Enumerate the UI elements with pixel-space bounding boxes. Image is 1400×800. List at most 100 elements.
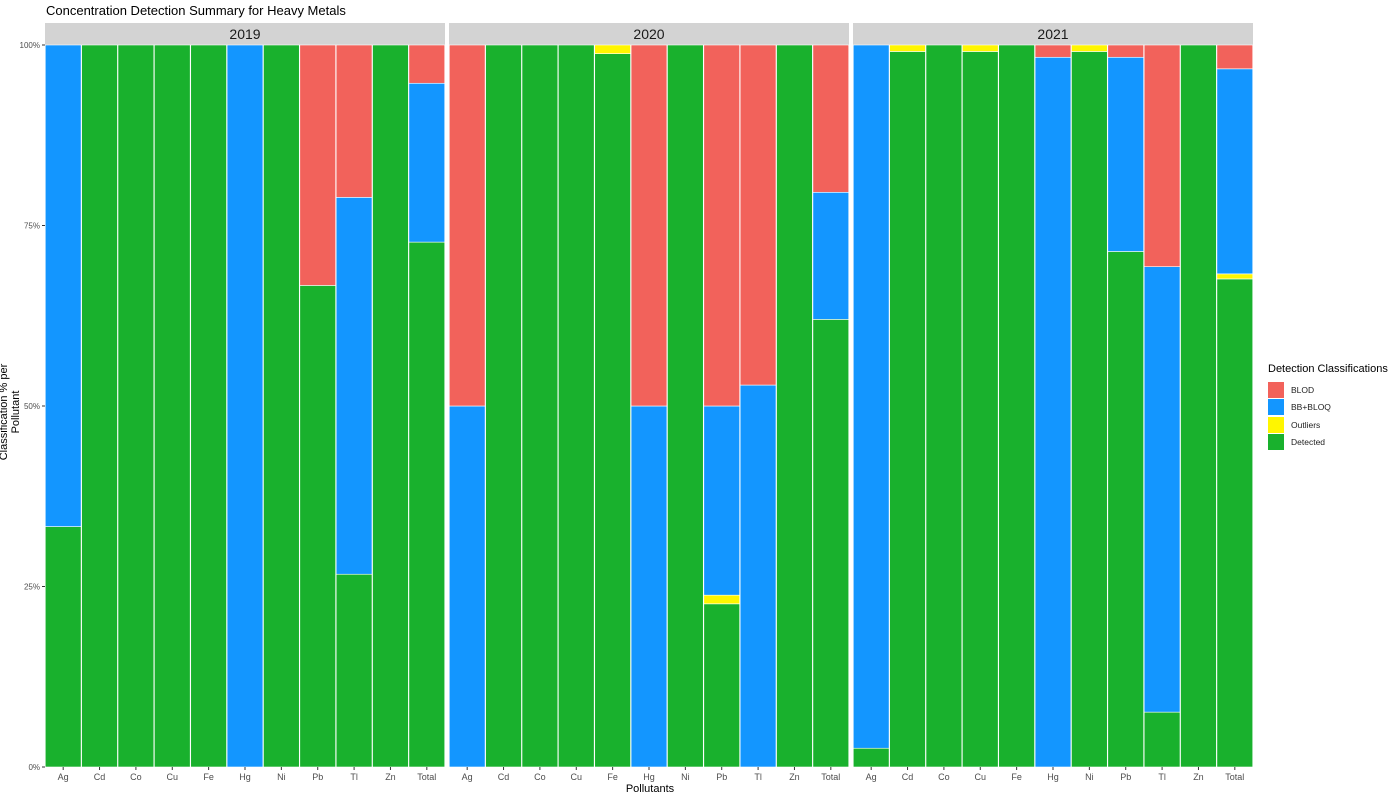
y-tick-label: 100% bbox=[20, 41, 40, 50]
x-tick-label: Co bbox=[130, 772, 142, 782]
legend: Detection Classifications BLOD BB+BLOQ O… bbox=[1268, 363, 1388, 451]
bar-2020-total-bb-bloq bbox=[812, 191, 850, 320]
bar-2020-ag-bb-bloq bbox=[448, 405, 486, 768]
bar-2020-cd-detected bbox=[485, 44, 522, 768]
chart-title: Concentration Detection Summary for Heav… bbox=[46, 3, 346, 18]
bar-2021-ag-bb-bloq bbox=[852, 44, 890, 749]
x-tick-label: Fe bbox=[607, 772, 618, 782]
bar-2020-fe-outliers bbox=[594, 44, 631, 54]
bar-2021-tl-blod bbox=[1143, 44, 1181, 267]
bar-2020-pb-detected bbox=[703, 603, 740, 768]
x-tick-label: Zn bbox=[1193, 772, 1204, 782]
legend-item-outliers: Outliers bbox=[1268, 416, 1388, 434]
x-tick-label: Co bbox=[534, 772, 546, 782]
legend-item-blod: BLOD bbox=[1268, 381, 1388, 399]
bar-2020-fe-detected bbox=[594, 53, 631, 768]
legend-title: Detection Classifications bbox=[1268, 363, 1388, 375]
x-tick-label: Total bbox=[417, 772, 436, 782]
legend-label-blod: BLOD bbox=[1291, 384, 1315, 395]
bar-2021-cd-detected bbox=[889, 51, 926, 768]
legend-key-detected bbox=[1268, 434, 1284, 451]
bar-2020-hg-bb-bloq bbox=[630, 405, 668, 768]
x-tick-label: Hg bbox=[239, 772, 251, 782]
facet-strip-label-2021: 2021 bbox=[1037, 26, 1068, 42]
bar-2021-total-outliers bbox=[1216, 273, 1254, 280]
facet-strip-label-2019: 2019 bbox=[229, 26, 260, 42]
bar-2019-cd-detected bbox=[81, 44, 118, 768]
bar-2020-tl-blod bbox=[739, 44, 777, 386]
bar-2020-cu-detected bbox=[558, 44, 595, 768]
bar-2019-total-bb-bloq bbox=[408, 82, 446, 243]
x-tick-label: Cu bbox=[167, 772, 179, 782]
bar-2020-tl-bb-bloq bbox=[739, 384, 777, 768]
bar-2021-cu-outliers bbox=[962, 44, 999, 52]
x-tick-label: Zn bbox=[385, 772, 396, 782]
bar-2019-total-blod bbox=[408, 44, 446, 84]
x-axis-label: Pollutants bbox=[625, 783, 675, 795]
bar-2021-co-detected bbox=[925, 44, 963, 768]
bar-2019-fe-detected bbox=[190, 44, 227, 768]
bar-2020-ni-detected bbox=[667, 44, 704, 768]
facet-strip-2020 bbox=[449, 23, 849, 45]
y-tick-label: 25% bbox=[24, 583, 40, 592]
bar-2020-total-blod bbox=[812, 44, 850, 193]
y-tick-label: 50% bbox=[24, 402, 40, 411]
legend-label-bb-bloq: BB+BLOQ bbox=[1291, 402, 1331, 413]
bar-2020-hg-blod bbox=[630, 44, 668, 407]
bar-2020-pb-outliers bbox=[703, 594, 740, 605]
x-tick-label: Total bbox=[1225, 772, 1244, 782]
x-tick-label: Tl bbox=[1158, 772, 1166, 782]
bar-2021-cd-outliers bbox=[889, 44, 926, 52]
bar-2019-tl-blod bbox=[335, 44, 373, 198]
bar-2021-ag-detected bbox=[852, 747, 890, 768]
bar-2019-pb-blod bbox=[299, 44, 336, 286]
bar-2021-total-blod bbox=[1216, 44, 1254, 70]
legend-key-bb-bloq bbox=[1268, 399, 1284, 416]
bar-2021-fe-detected bbox=[998, 44, 1035, 768]
bar-2019-zn-detected bbox=[372, 44, 409, 768]
legend-item-detected: Detected bbox=[1268, 434, 1388, 452]
bar-2020-co-detected bbox=[521, 44, 559, 768]
facet-strip-2019 bbox=[45, 23, 445, 45]
legend-item-bb-bloq: BB+BLOQ bbox=[1268, 399, 1388, 417]
bar-2021-cu-detected bbox=[962, 51, 999, 768]
bar-2019-tl-detected bbox=[335, 573, 373, 768]
bar-2020-ag-blod bbox=[448, 44, 486, 407]
x-tick-label: Pb bbox=[1120, 772, 1131, 782]
x-tick-label: Cu bbox=[571, 772, 583, 782]
y-tick-label: 0% bbox=[28, 763, 40, 772]
bar-2021-ni-outliers bbox=[1071, 44, 1108, 52]
bar-2019-pb-detected bbox=[299, 285, 336, 768]
bar-2021-tl-detected bbox=[1143, 711, 1181, 768]
bar-2019-co-detected bbox=[117, 44, 155, 768]
legend-key-blod bbox=[1268, 381, 1284, 398]
x-tick-label: Tl bbox=[350, 772, 358, 782]
bar-2020-zn-detected bbox=[776, 44, 813, 768]
bar-2019-tl-bb-bloq bbox=[335, 197, 373, 575]
x-tick-label: Ag bbox=[462, 772, 473, 782]
bar-2019-hg-bb-bloq bbox=[226, 44, 264, 768]
legend-label-detected: Detected bbox=[1291, 437, 1326, 448]
bar-2019-cu-detected bbox=[154, 44, 191, 768]
facet-strip-label-2020: 2020 bbox=[633, 26, 664, 42]
x-tick-label: Ni bbox=[277, 772, 286, 782]
facet-strip-2021 bbox=[853, 23, 1253, 45]
x-tick-label: Ag bbox=[866, 772, 877, 782]
y-tick-label: 75% bbox=[24, 222, 40, 231]
x-tick-label: Fe bbox=[1011, 772, 1022, 782]
bar-2019-total-detected bbox=[408, 241, 446, 768]
x-tick-label: Hg bbox=[643, 772, 655, 782]
bar-2021-total-detected bbox=[1216, 278, 1254, 768]
x-tick-label: Ni bbox=[1085, 772, 1094, 782]
x-tick-label: Total bbox=[821, 772, 840, 782]
bar-2021-hg-blod bbox=[1034, 44, 1072, 58]
bar-2019-ni-detected bbox=[263, 44, 300, 768]
bar-2021-pb-detected bbox=[1107, 251, 1144, 768]
bar-2021-zn-detected bbox=[1180, 44, 1217, 768]
bar-2021-ni-detected bbox=[1071, 51, 1108, 768]
legend-label-outliers: Outliers bbox=[1291, 419, 1321, 430]
x-tick-label: Ni bbox=[681, 772, 690, 782]
x-tick-label: Fe bbox=[203, 772, 214, 782]
bar-2019-ag-bb-bloq bbox=[44, 44, 82, 527]
